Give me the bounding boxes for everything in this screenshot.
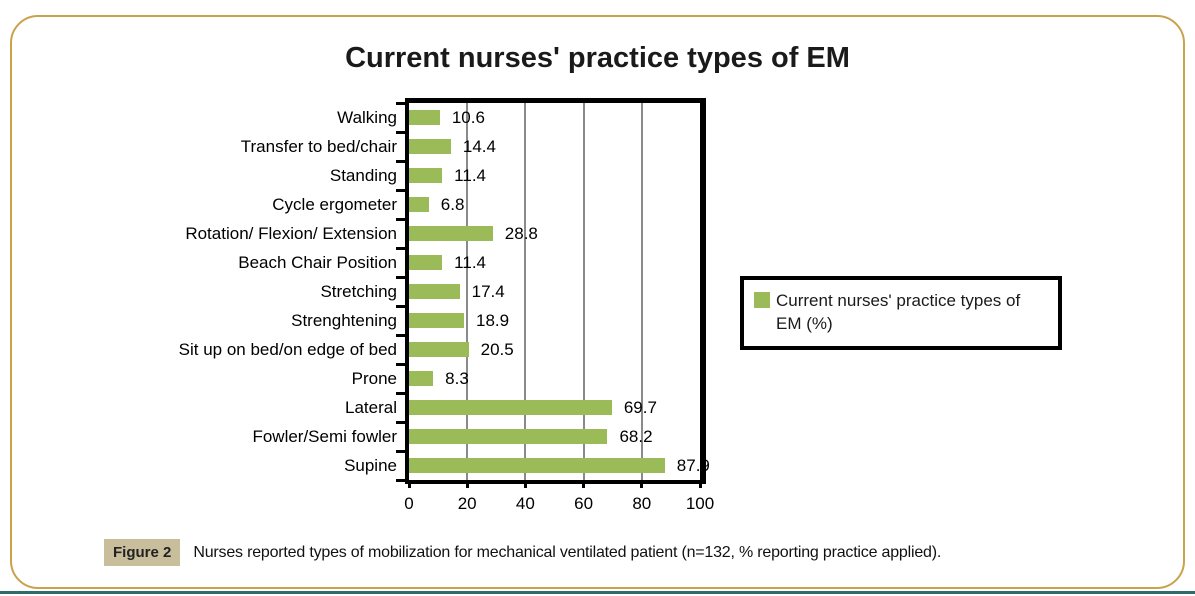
bar-5 [409, 255, 443, 270]
bar-row: 11.4 [409, 248, 700, 277]
bar-6 [409, 284, 460, 299]
bar-10 [409, 400, 612, 415]
category-label: Strenghtening [291, 311, 397, 330]
bar-row: 20.5 [409, 335, 700, 364]
bar-value-label: 69.7 [623, 398, 657, 417]
bar-value-label: 87.9 [676, 456, 710, 475]
bar-value-label: 11.4 [454, 253, 486, 272]
bar-11 [409, 429, 608, 444]
bar-value-label: 28.8 [504, 224, 538, 243]
legend-box: Current nurses' practice types of EM (%) [740, 276, 1062, 350]
category-label: Lateral [345, 398, 397, 417]
bar-row: 11.4 [409, 161, 700, 190]
category-label: Prone [351, 369, 397, 388]
figure-caption-label: Figure 2 [104, 539, 181, 566]
chart-title: Current nurses' practice types of EM [345, 42, 850, 74]
y-axis-tick [396, 246, 405, 250]
x-axis-tick-label: 20 [457, 494, 477, 513]
category-label: Standing [329, 166, 397, 185]
category-label: Walking [337, 108, 397, 127]
bar-7 [409, 313, 464, 328]
legend-label: Current nurses' practice types of EM (%) [776, 291, 1021, 333]
page-bottom-rule [0, 591, 1195, 594]
y-axis-tick [396, 159, 405, 163]
bar-row: 14.4 [409, 132, 700, 161]
legend-swatch-icon [754, 292, 770, 308]
x-axis-tick [407, 481, 411, 488]
bar-3 [409, 197, 429, 212]
y-axis-tick [396, 101, 405, 105]
bar-row: 69.7 [409, 393, 700, 422]
bar-12 [409, 458, 665, 473]
bar-4 [409, 226, 493, 241]
bar-value-label: 11.4 [454, 166, 486, 185]
x-axis-tick [640, 481, 644, 488]
x-axis-tick-label: 60 [574, 494, 594, 513]
bar-row: 18.9 [409, 306, 700, 335]
bar-row: 68.2 [409, 422, 700, 451]
y-axis-tick [396, 391, 405, 395]
y-axis-tick [396, 130, 405, 134]
y-axis-tick [396, 188, 405, 192]
y-axis-tick [396, 304, 405, 308]
x-axis-tick-label: 100 [685, 494, 715, 513]
bar-8 [409, 342, 469, 357]
bar-value-label: 17.4 [471, 282, 505, 301]
y-axis-tick [396, 333, 405, 337]
category-label: Fowler/Semi fowler [252, 427, 397, 446]
x-axis-tick [465, 481, 469, 488]
y-axis-tick [396, 362, 405, 366]
gridline-20 [466, 103, 469, 480]
x-axis-tick-label: 80 [632, 494, 652, 513]
y-axis-tick [396, 478, 405, 482]
bar-row: 10.6 [409, 103, 700, 132]
bar-value-label: 14.4 [462, 137, 496, 156]
plot-area: 10.6 14.4 11.4 6.8 28.8 11.4 17.4 18.9 20.5 8.3 69… [405, 98, 710, 484]
bar-value-label: 10.6 [451, 108, 485, 127]
bar-value-label: 18.9 [475, 311, 510, 330]
category-label: Sit up on bed/on edge of bed [178, 340, 397, 359]
y-axis-tick [396, 275, 405, 279]
x-axis-tick [523, 481, 527, 488]
bar-row: 28.8 [409, 219, 700, 248]
y-axis-tick [396, 217, 405, 221]
bar-value-label: 20.5 [480, 340, 514, 359]
bar-row: 17.4 [409, 277, 700, 306]
category-label: Transfer to bed/chair [240, 137, 397, 156]
bar-1 [409, 139, 451, 154]
figure-caption-text: Nurses reported types of mobilization fo… [193, 544, 942, 561]
category-label: Stretching [320, 282, 397, 301]
bar-row: 6.8 [409, 190, 700, 219]
x-axis-tick-label: 40 [515, 494, 535, 513]
x-axis-tick [582, 481, 586, 488]
y-axis-tick [396, 420, 405, 424]
bar-row: 8.3 [409, 364, 700, 393]
bar-value-label: 6.8 [440, 195, 465, 214]
category-label: Beach Chair Position [238, 253, 397, 272]
bar-value-label: 8.3 [445, 369, 469, 388]
gridline-40 [524, 103, 527, 480]
bar-2 [409, 168, 443, 183]
category-label: Supine [344, 456, 397, 475]
category-label: Cycle ergometer [272, 195, 397, 214]
gridline-80 [640, 103, 643, 480]
figure-caption: Figure 2 Nurses reported types of mobili… [104, 539, 941, 566]
gridline-60 [582, 103, 585, 480]
category-axis-labels: Walking Transfer to bed/chair Standing Cycl… [100, 103, 397, 480]
y-axis-tick [396, 449, 405, 453]
bar-0 [409, 110, 440, 125]
x-axis-tick [698, 481, 702, 488]
bar-value-label: 68.2 [619, 427, 653, 446]
category-label: Rotation/ Flexion/ Extension [185, 224, 397, 243]
bar-9 [409, 371, 434, 386]
bar-row: 87.9 [409, 451, 710, 480]
x-axis-tick-label: 0 [404, 494, 414, 513]
